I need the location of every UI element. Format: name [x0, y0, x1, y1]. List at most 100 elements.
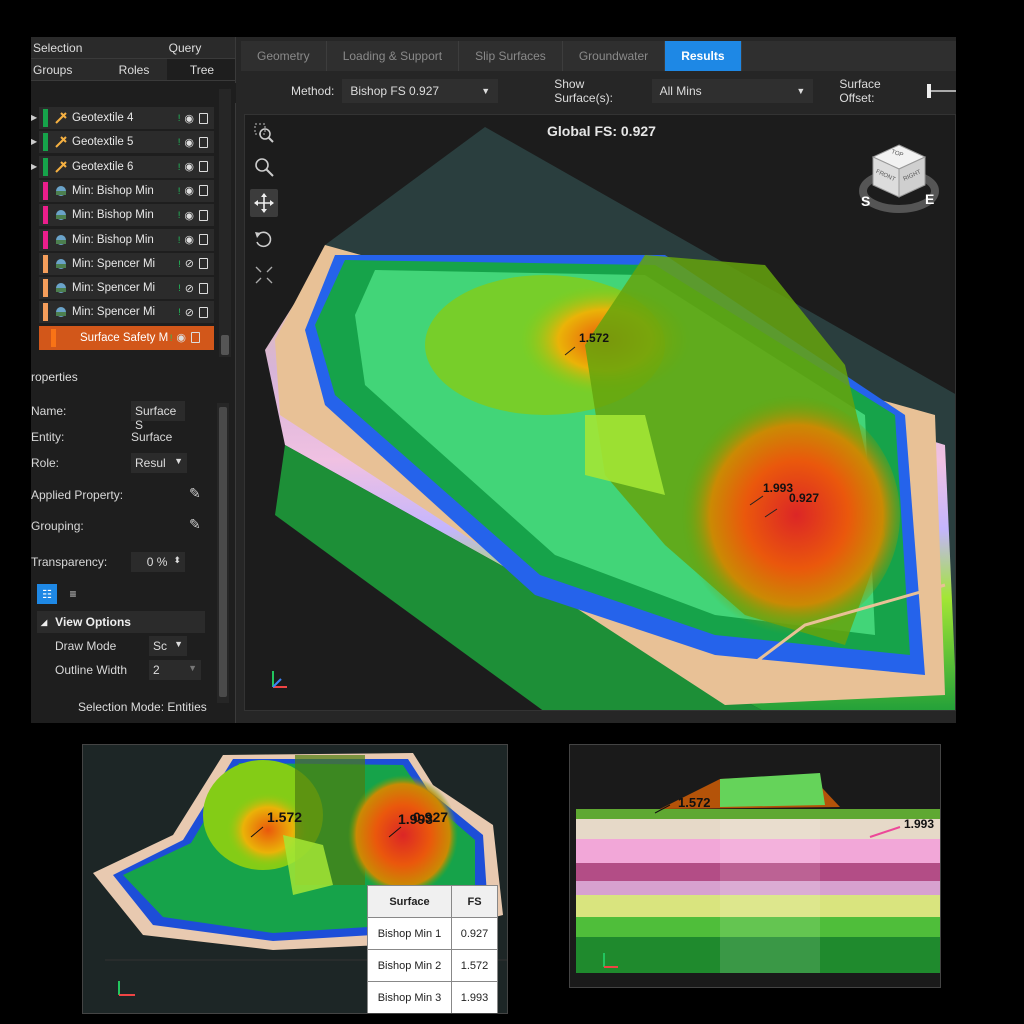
- plan-fs-label-1: 1.572: [267, 809, 303, 825]
- eye-hidden-icon[interactable]: ⊘: [184, 306, 194, 319]
- tree-item-label: Min: Spencer Mi: [72, 306, 156, 319]
- eye-icon[interactable]: ◉: [184, 136, 194, 149]
- transparency-label: Transparency:: [31, 555, 108, 569]
- tree-item[interactable]: ▶ Geotextile 5! ◉: [31, 131, 214, 154]
- tab-groups[interactable]: Groups: [33, 63, 73, 77]
- tree-item[interactable]: Min: Spencer Mi! ⊘: [39, 301, 214, 324]
- layer-color-swatch: [43, 206, 48, 225]
- geotextile-icon: [54, 160, 68, 174]
- slip-surface-icon: [54, 184, 68, 198]
- spinner-icon[interactable]: ⬍: [173, 555, 181, 565]
- tree-item[interactable]: ▶ Geotextile 4! ◉: [31, 107, 214, 129]
- step-geometry[interactable]: Geometry: [241, 41, 327, 71]
- view-options-header[interactable]: ◢ View Options: [37, 611, 205, 633]
- expand-icon[interactable]: ▶: [31, 113, 38, 122]
- entity-row: Entity: Surface: [31, 425, 221, 449]
- step-groundwater[interactable]: Groundwater: [563, 41, 666, 71]
- list-view-icon[interactable]: ≡: [69, 587, 77, 601]
- outline-width-select[interactable]: 2 ▼: [149, 660, 201, 680]
- tab-selection[interactable]: Selection: [33, 41, 83, 55]
- tab-roles[interactable]: Roles: [118, 63, 150, 77]
- outline-width-label: Outline Width: [55, 663, 128, 677]
- layer-color-swatch: [43, 157, 48, 176]
- tab-tree[interactable]: Tree: [167, 59, 235, 80]
- tree-item[interactable]: Min: Bishop Min! ◉: [39, 228, 214, 251]
- tree-item[interactable]: ▶ Geotextile 6! ◉: [31, 155, 214, 178]
- eye-icon[interactable]: ◉: [176, 332, 186, 345]
- eye-icon[interactable]: ◉: [184, 234, 194, 246]
- delete-icon[interactable]: [199, 258, 208, 270]
- zoom-box-icon[interactable]: [250, 119, 278, 147]
- step-slip-surfaces[interactable]: Slip Surfaces: [459, 41, 563, 71]
- layer-color-swatch: [43, 230, 48, 249]
- tree-item-label: Min: Bishop Min: [72, 184, 154, 197]
- eye-icon[interactable]: ◉: [184, 112, 194, 125]
- plan-view-panel[interactable]: 1.572 1.993 0.927 Surface FS Bishop Min …: [82, 744, 508, 1014]
- delete-icon[interactable]: [199, 161, 208, 173]
- delete-icon[interactable]: [199, 234, 208, 245]
- view-toggle: ☷ ≡: [37, 584, 83, 604]
- rotate-icon[interactable]: [250, 225, 278, 253]
- eye-hidden-icon[interactable]: ⊘: [184, 258, 194, 271]
- step-loading-support[interactable]: Loading & Support: [327, 41, 460, 71]
- edit-grouping-icon[interactable]: ✎: [189, 516, 201, 532]
- draw-mode-select[interactable]: Sc ▼: [149, 636, 187, 656]
- sub-tabs: Groups Roles Tree: [31, 59, 235, 81]
- axis-triad-icon: [272, 671, 287, 688]
- properties-scrollbar[interactable]: [217, 403, 229, 703]
- role-select[interactable]: Resul ▼: [131, 453, 187, 473]
- tree-item[interactable]: Min: Bishop Min! ◉: [39, 204, 214, 227]
- eye-icon[interactable]: ◉: [184, 185, 194, 198]
- delete-icon[interactable]: [199, 185, 208, 197]
- categorized-view-icon[interactable]: ☷: [37, 584, 57, 604]
- show-surfaces-select[interactable]: All Mins ▼: [651, 79, 814, 103]
- table-header-row: Surface FS: [367, 885, 498, 918]
- delete-icon[interactable]: [199, 282, 208, 294]
- layer-color-swatch: [43, 109, 48, 127]
- fit-icon[interactable]: [250, 261, 278, 289]
- eye-hidden-icon[interactable]: ⊘: [184, 282, 194, 295]
- delete-icon[interactable]: [199, 136, 208, 148]
- 3d-viewport[interactable]: Global FS: 0.927 1.572 1.993 0.927: [244, 114, 956, 711]
- surface-offset-label: Surface Offset:: [839, 77, 881, 105]
- expand-icon[interactable]: ▶: [31, 137, 38, 147]
- transparency-row: Transparency: 0 % ⬍: [31, 550, 221, 574]
- tab-query[interactable]: Query: [168, 41, 202, 55]
- tree-item[interactable]: Min: Spencer Mi! ⊘: [39, 277, 214, 300]
- delete-icon[interactable]: [199, 209, 208, 221]
- expand-icon[interactable]: ▶: [31, 161, 38, 171]
- collapse-arrow-icon: ◢: [41, 617, 48, 627]
- method-select[interactable]: Bishop FS 0.927 ▼: [342, 79, 499, 103]
- delete-icon[interactable]: [199, 112, 208, 124]
- eye-icon[interactable]: ◉: [184, 209, 194, 222]
- step-results[interactable]: Results: [665, 41, 742, 71]
- layer-color-swatch: [51, 328, 56, 347]
- eye-icon[interactable]: ◉: [184, 161, 194, 174]
- tree-scrollbar[interactable]: [219, 89, 231, 357]
- entity-value: Surface: [131, 430, 173, 444]
- navigation-cube[interactable]: TOP FRONT RIGHT S E: [859, 139, 939, 219]
- edit-applied-property-icon[interactable]: ✎: [189, 485, 201, 501]
- name-field[interactable]: Surface S: [131, 401, 185, 432]
- surface-cell: Bishop Min 1: [367, 917, 452, 950]
- zoom-icon[interactable]: [250, 153, 278, 181]
- pan-icon[interactable]: [250, 189, 278, 217]
- tree-item[interactable]: Surface Safety M! ◉: [39, 325, 214, 350]
- tree-item[interactable]: Min: Spencer Mi! ⊘: [39, 252, 214, 275]
- tree-item[interactable]: Min: Bishop Min! ◉: [39, 179, 214, 202]
- transparency-spinner[interactable]: 0 % ⬍: [131, 552, 185, 572]
- properties-header: roperties: [31, 370, 78, 384]
- show-surfaces-value: All Mins: [659, 84, 702, 98]
- surface-cell: Bishop Min 2: [367, 949, 452, 982]
- grouping-row: Grouping:: [31, 514, 221, 538]
- delete-icon[interactable]: [191, 332, 200, 344]
- table-row: Bishop Min 1 0.927: [367, 917, 498, 950]
- delete-icon[interactable]: [199, 306, 208, 318]
- header-fs: FS: [451, 885, 498, 918]
- status-indicator-icon: !: [178, 258, 181, 269]
- section-view-panel[interactable]: 1.572 1.993: [569, 744, 941, 988]
- main-area: Geometry Loading & Support Slip Surfaces…: [241, 37, 956, 723]
- header-surface: Surface: [367, 885, 452, 918]
- slip-surface-icon: [54, 305, 68, 319]
- surface-offset-slider[interactable]: [926, 84, 956, 98]
